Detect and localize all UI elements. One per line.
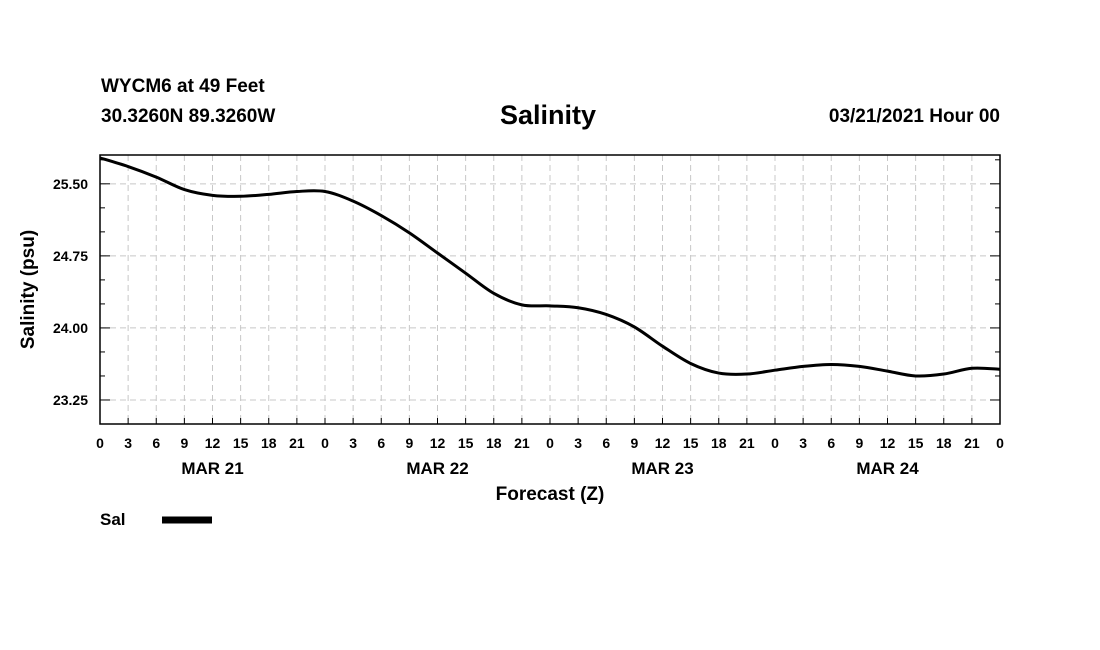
x-tick-label: 6	[827, 435, 835, 451]
data-point	[605, 313, 608, 316]
data-point	[689, 362, 692, 365]
x-tick-label: 6	[377, 435, 385, 451]
date-label: MAR 23	[631, 459, 693, 478]
y-tick-label: 23.25	[53, 392, 88, 408]
chart-title: Salinity	[500, 100, 597, 130]
x-tick-label: 18	[261, 435, 277, 451]
data-point	[239, 195, 242, 198]
x-tick-label: 12	[655, 435, 671, 451]
data-point	[830, 363, 833, 366]
data-point	[661, 345, 664, 348]
x-tick-label: 15	[908, 435, 924, 451]
x-tick-label: 0	[771, 435, 779, 451]
x-axis-title: Forecast (Z)	[496, 484, 605, 505]
data-point	[352, 200, 355, 203]
x-tick-label: 9	[180, 435, 188, 451]
data-point	[577, 306, 580, 309]
data-point	[155, 176, 158, 179]
data-point	[127, 165, 130, 168]
x-tick-label: 18	[936, 435, 952, 451]
data-point	[549, 304, 552, 307]
legend-label: Sal	[100, 510, 126, 529]
station-name: WYCM6 at 49 Feet	[101, 76, 265, 97]
x-tick-label: 9	[405, 435, 413, 451]
series-layer	[99, 156, 1001, 378]
grid-lines	[100, 155, 1000, 424]
x-tick-label: 0	[996, 435, 1004, 451]
data-point	[295, 190, 298, 193]
date-label: MAR 21	[181, 459, 243, 478]
data-point	[942, 373, 945, 376]
plot-frame	[99, 154, 1001, 425]
data-point	[520, 303, 523, 306]
x-tick-label: 21	[964, 435, 980, 451]
date-label: MAR 22	[406, 459, 468, 478]
x-tick-label: 15	[233, 435, 249, 451]
x-tick-label: 6	[152, 435, 160, 451]
data-point	[380, 214, 383, 217]
axis-ticks	[99, 159, 1001, 425]
data-point	[802, 365, 805, 368]
x-tick-label: 9	[855, 435, 863, 451]
y-tick-label: 25.50	[53, 176, 88, 192]
data-point	[267, 193, 270, 196]
x-tick-label: 18	[711, 435, 727, 451]
data-point	[745, 373, 748, 376]
series-line-sal	[99, 156, 1001, 378]
data-point	[324, 190, 327, 193]
x-tick-label: 3	[799, 435, 807, 451]
x-tick-label: 3	[574, 435, 582, 451]
x-tick-label: 15	[458, 435, 474, 451]
data-point	[914, 374, 917, 377]
x-tick-label: 18	[486, 435, 502, 451]
data-point	[633, 325, 636, 328]
data-point	[464, 272, 467, 275]
x-tick-label: 6	[602, 435, 610, 451]
data-point	[408, 231, 411, 234]
data-point	[858, 365, 861, 368]
data-point	[211, 194, 214, 197]
x-tick-label: 21	[514, 435, 530, 451]
x-tick-label: 0	[96, 435, 104, 451]
y-tick-label: 24.00	[53, 320, 88, 336]
x-tick-label: 15	[683, 435, 699, 451]
x-tick-label: 0	[321, 435, 329, 451]
x-tick-label: 0	[546, 435, 554, 451]
data-point	[436, 251, 439, 254]
x-tick-label: 12	[880, 435, 896, 451]
x-tick-label: 3	[349, 435, 357, 451]
data-point	[774, 369, 777, 372]
date-label: MAR 24	[856, 459, 919, 478]
data-point	[492, 292, 495, 295]
legend: Sal	[100, 510, 212, 529]
x-tick-label: 12	[430, 435, 446, 451]
x-tick-label: 12	[205, 435, 221, 451]
data-point	[183, 188, 186, 191]
x-tick-label: 21	[739, 435, 755, 451]
station-coords: 30.3260N 89.3260W	[101, 106, 276, 127]
y-axis-title: Salinity (psu)	[18, 230, 39, 349]
x-tick-label: 21	[289, 435, 305, 451]
data-point	[717, 372, 720, 375]
forecast-time: 03/21/2021 Hour 00	[828, 106, 1000, 127]
axis-labels: 0 3 6 9 12 15 18 21 0 3 6 9 12 15 18 21 0 3 6 9 12 15 18 21 0 3 6 9…	[53, 176, 1004, 478]
y-tick-label: 24.75	[53, 248, 88, 264]
x-tick-label: 3	[124, 435, 132, 451]
data-point	[886, 370, 889, 373]
data-point	[970, 367, 973, 370]
x-tick-label: 9	[630, 435, 638, 451]
